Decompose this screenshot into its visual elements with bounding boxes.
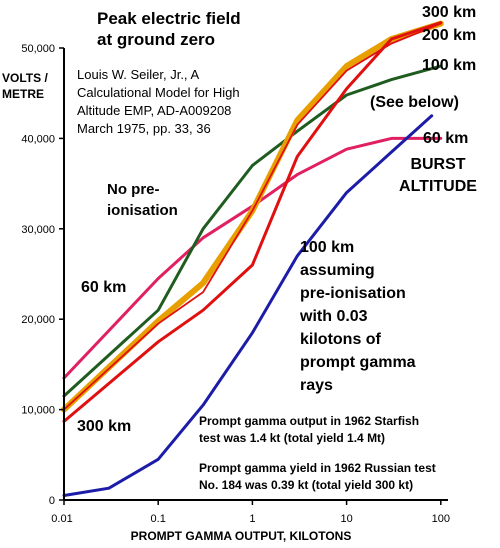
y-tick-label-2: 20,000 xyxy=(21,314,55,326)
y-tick-label-0: 0 xyxy=(49,495,55,507)
no-preionisation-line-2: ionisation xyxy=(107,202,178,219)
series-line-2 xyxy=(62,64,443,398)
chart-title-line-1: Peak electric field xyxy=(97,9,241,28)
source-line-3: Altitude EMP, AD-A009208 xyxy=(77,103,231,118)
starfish-note-line-1: Prompt gamma output in 1962 Starfish xyxy=(199,414,419,428)
russian-note-line-2: No. 184 was 0.39 kt (total yield 300 kt) xyxy=(199,478,413,492)
label-300km-left: 300 km xyxy=(77,418,131,435)
label-200km-right: 200 km xyxy=(422,27,476,44)
source-citation: Louis W. Seiler, Jr., A Calculational Mo… xyxy=(77,67,240,136)
label-60km-right: 60 km xyxy=(423,130,468,147)
preionisation-line-3: pre-ionisation xyxy=(300,285,406,302)
x-tick-label-4: 100 xyxy=(432,513,450,525)
series-layer xyxy=(61,20,444,497)
x-tick-label-2: 1 xyxy=(249,513,255,525)
preionisation-line-5: kilotons of xyxy=(300,331,382,348)
y-tick-label-3: 30,000 xyxy=(21,224,55,236)
label-60km-left: 60 km xyxy=(81,279,126,296)
axes-layer xyxy=(63,48,448,501)
series-line-5 xyxy=(62,21,443,423)
x-tick-label-0: 0.01 xyxy=(51,513,72,525)
no-preionisation-line-1: No pre- xyxy=(107,181,160,198)
y-tick-label-5: 50,000 xyxy=(21,43,55,55)
y-tick-label-1: 10,000 xyxy=(21,405,55,417)
x-tick-label-3: 10 xyxy=(340,513,352,525)
series-line-1 xyxy=(62,136,443,380)
starfish-note-line-2: test was 1.4 kt (total yield 1.4 Mt) xyxy=(199,431,385,445)
preionisation-line-4: with 0.03 xyxy=(299,308,368,325)
see-below-label: (See below) xyxy=(370,94,459,111)
preionisation-line-2: assuming xyxy=(300,262,375,279)
y-tick-label-4: 40,000 xyxy=(21,133,55,145)
label-100km-right: 100 km xyxy=(422,57,476,74)
preionisation-note: 100 km assuming pre-ionisation with 0.03… xyxy=(299,239,416,394)
preionisation-line-6: prompt gamma xyxy=(300,354,416,371)
source-line-2: Calculational Model for High xyxy=(77,85,240,100)
label-300km-right: 300 km xyxy=(422,4,476,21)
x-tick-label-1: 0.1 xyxy=(151,513,166,525)
burst-altitude-line-2: ALTITUDE xyxy=(399,178,477,195)
y-axis-label-line-1: VOLTS / xyxy=(2,71,48,85)
series-line-6 xyxy=(62,114,434,497)
chart-title-line-2: at ground zero xyxy=(97,30,215,49)
x-axis-label: PROMPT GAMMA OUTPUT, KILOTONS xyxy=(131,529,352,543)
y-axis-label-line-2: METRE xyxy=(2,87,44,101)
source-line-1: Louis W. Seiler, Jr., A xyxy=(77,67,199,82)
russian-note-line-1: Prompt gamma yield in 1962 Russian test xyxy=(199,461,436,475)
burst-altitude-line-1: BURST xyxy=(410,156,465,173)
source-line-4: March 1975, pp. 33, 36 xyxy=(77,121,211,136)
tick-layer: 0 10,000 20,000 30,000 40,000 50,000 0.01 0.1 1 1… xyxy=(21,43,450,525)
preionisation-line-1: 100 km xyxy=(300,239,354,256)
preionisation-line-7: rays xyxy=(300,377,333,394)
series-line-3 xyxy=(61,20,444,413)
